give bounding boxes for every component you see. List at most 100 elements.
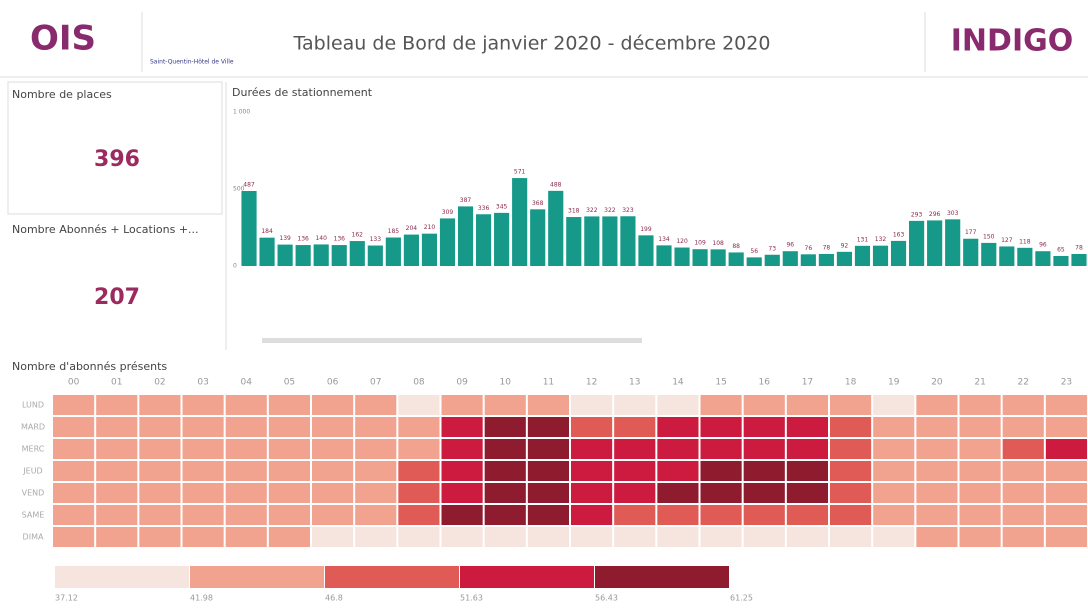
bar xyxy=(403,234,419,266)
y-tick-label: 500 xyxy=(233,186,245,193)
bar-value-label: 487 xyxy=(243,182,255,189)
heat-cell xyxy=(441,395,483,415)
bar xyxy=(836,251,853,266)
heat-cell xyxy=(484,439,526,459)
heat-cell xyxy=(225,527,267,547)
kpi-value: 396 xyxy=(94,147,140,172)
heat-cell xyxy=(355,395,397,415)
bar-value-label: 118 xyxy=(1019,238,1031,245)
bar-value-label: 56 xyxy=(750,248,758,255)
heat-cell xyxy=(225,439,267,459)
heat-cell xyxy=(700,527,742,547)
column-label: 03 xyxy=(197,378,208,388)
heat-cell xyxy=(268,505,310,525)
column-label: 02 xyxy=(154,378,165,388)
heat-cell xyxy=(657,461,699,481)
heat-cell xyxy=(1002,505,1044,525)
bar xyxy=(927,220,943,266)
bar xyxy=(548,190,564,266)
bar xyxy=(746,257,762,266)
heat-cell xyxy=(225,461,267,481)
heat-cell xyxy=(1002,461,1044,481)
bar xyxy=(674,247,690,266)
bar-value-label: 134 xyxy=(658,236,670,243)
heat-cell xyxy=(527,483,569,503)
heat-cell xyxy=(441,483,483,503)
bar xyxy=(818,253,834,266)
heat-cell xyxy=(268,439,310,459)
column-label: 10 xyxy=(500,378,512,388)
bar-value-label: 336 xyxy=(478,205,490,212)
heat-cell xyxy=(53,527,95,547)
legend-label: 46.8 xyxy=(325,594,343,603)
heat-cell xyxy=(700,505,742,525)
heat-cell xyxy=(355,439,397,459)
heat-cell xyxy=(657,483,699,503)
bar xyxy=(710,249,726,266)
heat-cell xyxy=(53,417,95,437)
logo-left: OIS xyxy=(30,19,96,59)
bar xyxy=(872,245,889,266)
heat-cell xyxy=(830,505,872,525)
heat-cell xyxy=(830,395,872,415)
heat-cell xyxy=(312,505,354,525)
heat-cell xyxy=(312,527,354,547)
heat-cell xyxy=(312,395,354,415)
heat-cell xyxy=(484,417,526,437)
column-label: 13 xyxy=(629,378,640,388)
heat-cell xyxy=(225,483,267,503)
heat-cell xyxy=(873,483,915,503)
heat-cell xyxy=(743,439,785,459)
heat-cell xyxy=(571,417,613,437)
bar xyxy=(259,237,275,266)
column-label: 00 xyxy=(68,378,80,388)
bar xyxy=(241,191,257,266)
bar xyxy=(1053,255,1069,266)
scrollbar[interactable] xyxy=(262,338,642,343)
heat-cell xyxy=(873,527,915,547)
heat-cell xyxy=(916,527,958,547)
bar xyxy=(782,251,798,266)
heat-cell xyxy=(96,527,138,547)
heat-cell xyxy=(830,439,872,459)
bar-value-label: 108 xyxy=(712,240,724,247)
heat-cell xyxy=(700,395,742,415)
bar xyxy=(494,212,510,266)
bar-value-label: 184 xyxy=(261,228,273,235)
heat-cell xyxy=(527,527,569,547)
bar xyxy=(349,241,365,266)
bar xyxy=(854,245,871,266)
heat-cell xyxy=(571,461,613,481)
heat-cell xyxy=(441,461,483,481)
bar-value-label: 368 xyxy=(532,200,544,207)
column-label: 20 xyxy=(931,378,943,388)
heat-cell xyxy=(916,395,958,415)
kpi-label: Nombre Abonnés + Locations +... xyxy=(12,223,199,236)
heat-cell xyxy=(614,483,656,503)
heat-cell xyxy=(182,439,224,459)
heat-cell xyxy=(1045,417,1087,437)
bar xyxy=(890,240,907,266)
legend-label: 56.43 xyxy=(595,594,618,603)
bar-value-label: 76 xyxy=(805,245,813,252)
heat-cell xyxy=(225,395,267,415)
row-label: VEND xyxy=(22,489,45,498)
bar-value-label: 133 xyxy=(370,236,382,243)
bar-value-label: 309 xyxy=(442,209,454,216)
bar xyxy=(999,246,1015,266)
site-name: Saint-Quentin-Hôtel de Ville xyxy=(150,59,234,66)
heat-cell xyxy=(916,461,958,481)
heat-cell xyxy=(139,395,181,415)
bar-value-label: 131 xyxy=(857,236,869,243)
heat-cell xyxy=(441,417,483,437)
column-label: 14 xyxy=(672,378,684,388)
column-label: 01 xyxy=(111,378,122,388)
bar-value-label: 199 xyxy=(640,226,652,233)
heat-cell xyxy=(743,395,785,415)
heat-cell xyxy=(916,505,958,525)
heat-cell xyxy=(268,461,310,481)
heat-cell xyxy=(1045,527,1087,547)
column-label: 22 xyxy=(1018,378,1029,388)
bar-chart-title: Durées de stationnement xyxy=(232,86,373,99)
heat-cell xyxy=(96,439,138,459)
